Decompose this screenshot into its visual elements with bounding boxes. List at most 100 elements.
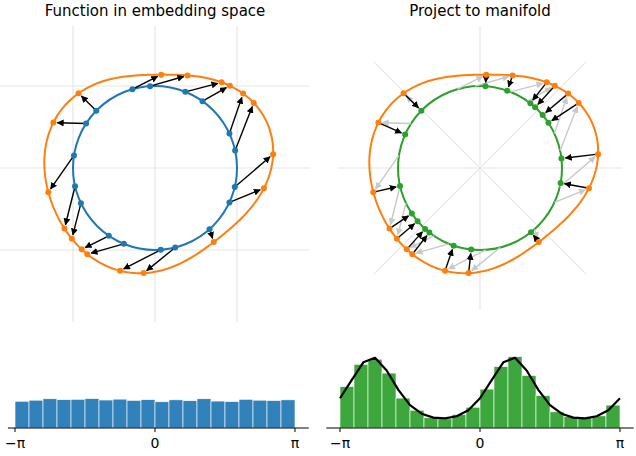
hist-bar xyxy=(438,419,452,428)
plot-area xyxy=(15,399,295,428)
function-point xyxy=(158,72,164,78)
manifold-circle xyxy=(398,86,562,250)
manifold-point xyxy=(172,244,178,250)
hist-bar xyxy=(57,400,71,428)
panel-title: Project to manifold xyxy=(409,2,551,20)
x-tick-label: 0 xyxy=(476,435,485,451)
projected-point xyxy=(415,218,421,224)
projection-arrow xyxy=(533,82,547,100)
projection-arrow xyxy=(445,249,452,270)
projected-point xyxy=(482,83,488,89)
function-point xyxy=(79,246,85,252)
function-point xyxy=(261,185,267,191)
projected-point xyxy=(504,88,510,94)
figure: Function in embedding space Project to ma… xyxy=(0,0,636,456)
manifold-point xyxy=(232,148,238,154)
function-point xyxy=(586,185,592,191)
panel-title: Function in embedding space xyxy=(45,2,266,20)
ghost-arrow xyxy=(560,157,595,187)
projection-arrow xyxy=(389,216,408,229)
function-arrow xyxy=(147,247,175,270)
function-point xyxy=(466,270,472,276)
hist-bar xyxy=(340,387,354,428)
function-arrow xyxy=(235,107,252,151)
hist-bar xyxy=(183,401,197,428)
hist-bar xyxy=(368,359,382,428)
projected-point xyxy=(545,120,551,126)
function-arrow xyxy=(229,97,241,133)
x-tick-label: −π xyxy=(5,435,26,451)
manifold-point xyxy=(121,241,127,247)
hist-bar xyxy=(253,400,267,428)
ghost-arrow xyxy=(554,190,585,203)
projection-arrow xyxy=(565,184,589,189)
function-arrow xyxy=(51,155,74,189)
x-axis xyxy=(8,428,309,429)
x-tick xyxy=(294,428,295,432)
function-point xyxy=(141,270,147,276)
projected-point xyxy=(451,243,457,249)
function-curve xyxy=(44,75,273,274)
hist-bar xyxy=(281,400,295,428)
function-point xyxy=(211,239,217,245)
function-point xyxy=(404,246,410,252)
projection-arrow xyxy=(565,154,598,158)
function-point xyxy=(69,236,75,242)
manifold-point xyxy=(129,86,135,92)
projected-point xyxy=(418,108,424,114)
x-tick-label: −π xyxy=(330,435,351,451)
function-arrow xyxy=(73,203,81,235)
ghost-arrow xyxy=(390,186,400,224)
manifold-circle xyxy=(73,86,237,250)
ghost-arrow xyxy=(416,244,449,253)
ghost-arrow xyxy=(449,250,486,269)
manifold-point xyxy=(226,131,232,137)
function-arrow xyxy=(229,190,260,203)
function-point xyxy=(565,91,571,97)
function-point xyxy=(185,72,191,78)
hist-bar xyxy=(225,402,239,428)
hist-bar xyxy=(127,400,141,428)
hist-bar xyxy=(267,401,281,428)
hist-bar xyxy=(71,399,85,428)
function-point xyxy=(251,100,257,106)
function-point xyxy=(375,120,381,126)
ghost-arrow xyxy=(510,83,542,91)
projection-arrow xyxy=(546,94,568,113)
ghost-arrow xyxy=(472,247,500,270)
x-tick-label: π xyxy=(291,435,300,451)
projection-arrow xyxy=(407,232,423,249)
function-point xyxy=(219,79,225,85)
hist-bar xyxy=(424,418,438,428)
x-tick xyxy=(340,428,341,432)
projection-arrow xyxy=(404,93,419,108)
projected-point xyxy=(540,112,546,118)
hist-bar xyxy=(211,401,225,428)
function-point xyxy=(401,90,407,96)
function-point xyxy=(240,91,246,97)
function-arrow xyxy=(124,250,161,269)
hist-bar xyxy=(169,400,183,428)
function-arrow xyxy=(185,83,217,91)
projection-arrow xyxy=(552,103,579,121)
projected-point xyxy=(558,155,564,161)
projection-arrow xyxy=(373,187,396,192)
projected-point xyxy=(532,104,538,110)
hist-bar xyxy=(43,399,57,428)
manifold-point xyxy=(200,98,206,104)
function-arrow xyxy=(132,76,157,89)
projected-point xyxy=(397,183,403,189)
function-point xyxy=(386,226,392,232)
function-arrow xyxy=(91,244,124,253)
function-point xyxy=(536,239,542,245)
manifold-point xyxy=(207,226,213,232)
manifold-point xyxy=(93,108,99,114)
function-point xyxy=(510,72,516,78)
hist-bar xyxy=(85,399,99,428)
manifold-point xyxy=(106,233,112,239)
hist-bar xyxy=(15,401,29,428)
hist-bar xyxy=(29,400,43,428)
hist-bar xyxy=(536,396,550,428)
hist-bar xyxy=(197,399,211,428)
function-point xyxy=(394,236,400,242)
